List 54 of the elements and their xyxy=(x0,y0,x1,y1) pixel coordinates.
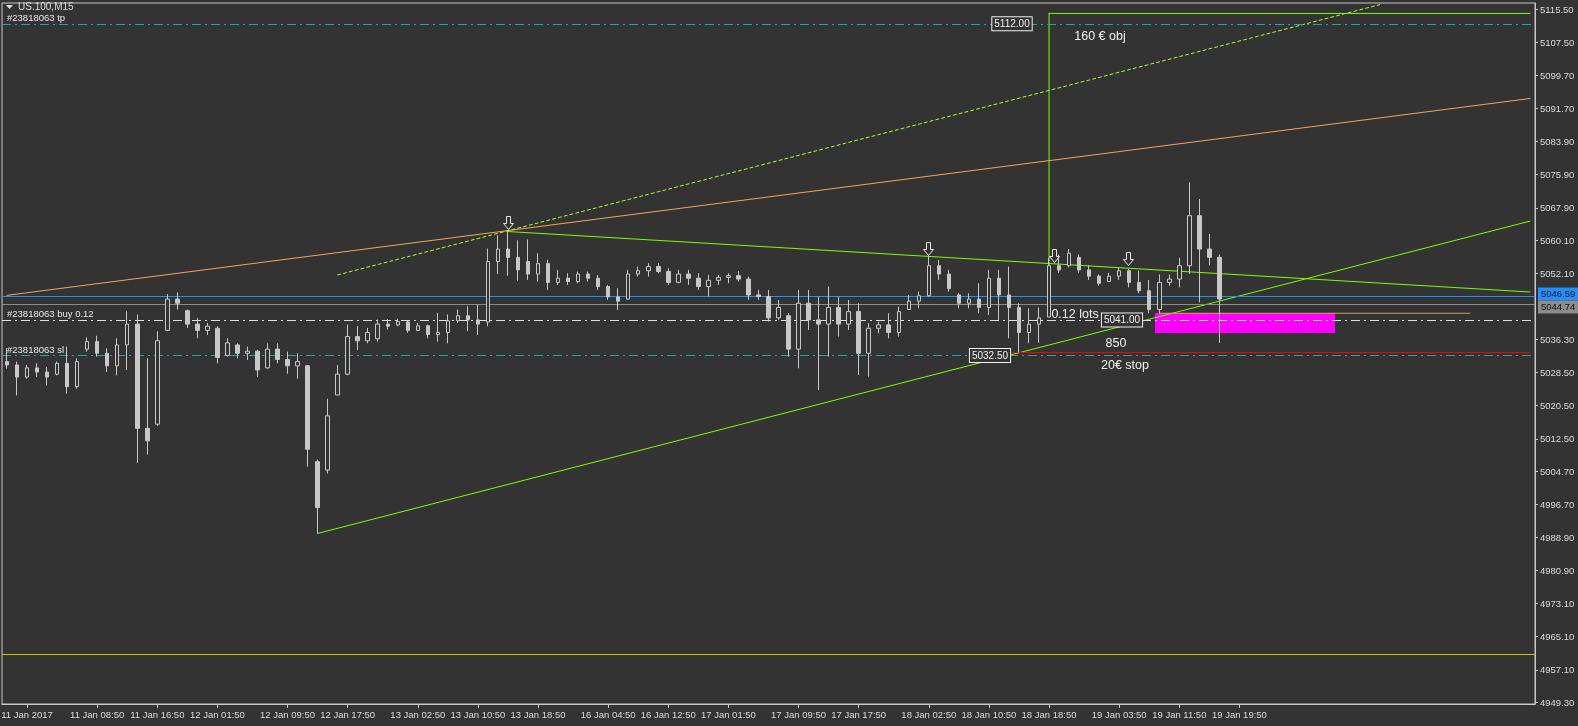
y-tick-label: 5004.70 xyxy=(1540,465,1575,477)
x-tick-label: 13 Jan 10:50 xyxy=(450,708,506,720)
ref-line-label: #23818063 tp xyxy=(7,12,66,24)
y-tick-label: 4973.10 xyxy=(1540,597,1575,609)
annotation: 5041.00 xyxy=(1103,314,1141,326)
x-tick-label: 18 Jan 02:50 xyxy=(901,708,957,720)
x-tick-label: 11 Jan 2017 xyxy=(1,708,53,720)
x-tick-label: 17 Jan 17:50 xyxy=(831,708,887,720)
y-tick-label: 5012.50 xyxy=(1540,433,1575,445)
x-tick-label: 11 Jan 16:50 xyxy=(130,708,185,720)
y-tick-label: 5099.70 xyxy=(1540,69,1575,81)
x-tick-label: 16 Jan 12:50 xyxy=(640,708,696,720)
x-tick-label: 12 Jan 01:50 xyxy=(189,708,245,720)
x-tick-label: 12 Jan 09:50 xyxy=(260,708,316,720)
x-tick-label: 19 Jan 03:50 xyxy=(1091,708,1147,720)
y-tick-label: 4988.90 xyxy=(1540,531,1575,543)
annotation: 20€ stop xyxy=(1101,358,1150,372)
x-tick-label: 12 Jan 17:50 xyxy=(320,708,376,720)
annotation: 160 € obj xyxy=(1074,29,1126,43)
y-tick-label: 5091.70 xyxy=(1540,103,1575,114)
y-tick-label: 5052.10 xyxy=(1540,268,1575,280)
y-tick-label: 5107.50 xyxy=(1540,37,1575,49)
ref-line-label: #23818063 sl xyxy=(7,343,65,355)
y-tick-label: 4949.30 xyxy=(1540,696,1575,708)
ref-line-label: #23818063 buy 0.12 xyxy=(7,308,94,320)
annotation: 850 xyxy=(1105,336,1127,350)
x-tick-label: 13 Jan 02:50 xyxy=(390,708,446,720)
annotation: 5032.50 xyxy=(971,349,1009,361)
chart-title: US.100,M15 xyxy=(18,0,75,12)
x-tick-label: 17 Jan 01:50 xyxy=(700,708,756,720)
y-tick-label: 4996.70 xyxy=(1540,499,1575,511)
x-tick-label: 18 Jan 18:50 xyxy=(1021,708,1077,720)
y-tick-label: 5028.50 xyxy=(1540,366,1575,378)
y-tick-label: 5036.30 xyxy=(1540,334,1575,346)
y-tick-label: 5075.90 xyxy=(1540,168,1575,180)
y-tick-label: 5020.50 xyxy=(1540,399,1575,411)
x-tick-label: 19 Jan 11:50 xyxy=(1152,708,1207,720)
x-tick-label: 17 Jan 09:50 xyxy=(771,708,827,720)
x-tick-label: 11 Jan 08:50 xyxy=(70,708,125,720)
x-tick-label: 18 Jan 10:50 xyxy=(961,708,1017,720)
y-tick-label: 4965.10 xyxy=(1540,630,1575,642)
annotation: 0.12 lots xyxy=(1051,307,1099,321)
y-tick-label: 5060.10 xyxy=(1540,234,1575,246)
ref-line-label: 5044.74 xyxy=(1541,301,1576,313)
y-tick-label: 5083.90 xyxy=(1540,135,1575,147)
y-tick-label: 5067.90 xyxy=(1540,202,1575,214)
ref-line-label: 5046.59 xyxy=(1541,288,1576,300)
x-tick-label: 19 Jan 19:50 xyxy=(1211,708,1267,720)
y-tick-label: 4957.10 xyxy=(1540,664,1575,676)
x-tick-label: 16 Jan 04:50 xyxy=(580,708,636,720)
x-tick-label: 13 Jan 18:50 xyxy=(510,708,566,720)
y-tick-label: 5115.50 xyxy=(1540,3,1574,15)
annotation: 5112.00 xyxy=(994,18,1031,30)
y-tick-label: 4980.90 xyxy=(1540,565,1575,577)
